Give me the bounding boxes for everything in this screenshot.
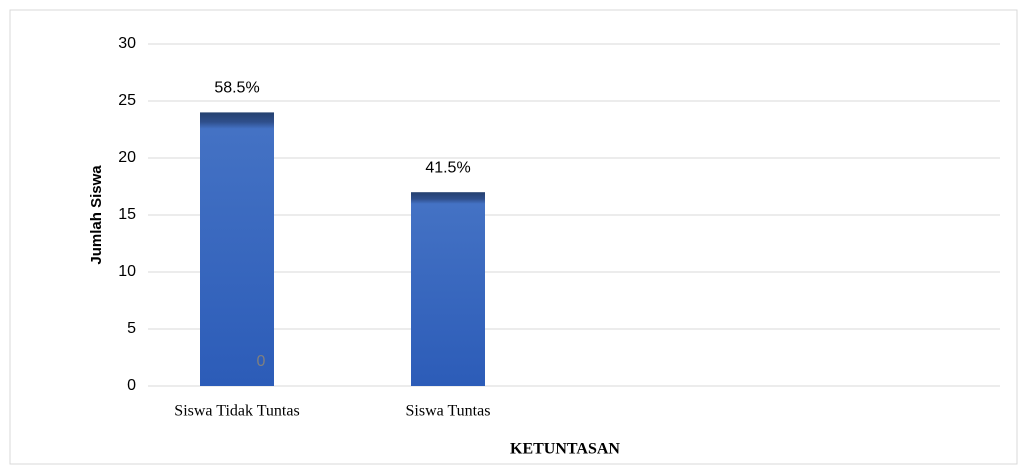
y-axis-title: Jumlah Siswa	[88, 165, 105, 265]
data-label: 58.5%	[214, 80, 259, 97]
bar	[200, 112, 274, 387]
y-tick-label: 5	[127, 320, 136, 337]
x-axis-title: KETUNTASAN	[510, 441, 620, 458]
bar	[411, 192, 485, 386]
y-tick-label: 15	[118, 206, 136, 223]
y-tick-label: 0	[127, 377, 136, 394]
annotation: 0	[257, 353, 266, 370]
x-tick-label: Siswa Tidak Tuntas	[174, 403, 299, 420]
x-tick-label: Siswa Tuntas	[406, 403, 491, 420]
y-tick-label: 20	[118, 149, 136, 166]
data-label: 41.5%	[425, 159, 470, 176]
frame	[9, 9, 1018, 465]
y-tick-label: 10	[118, 263, 136, 280]
y-tick-label: 30	[118, 35, 136, 52]
y-tick-label: 25	[118, 92, 136, 109]
